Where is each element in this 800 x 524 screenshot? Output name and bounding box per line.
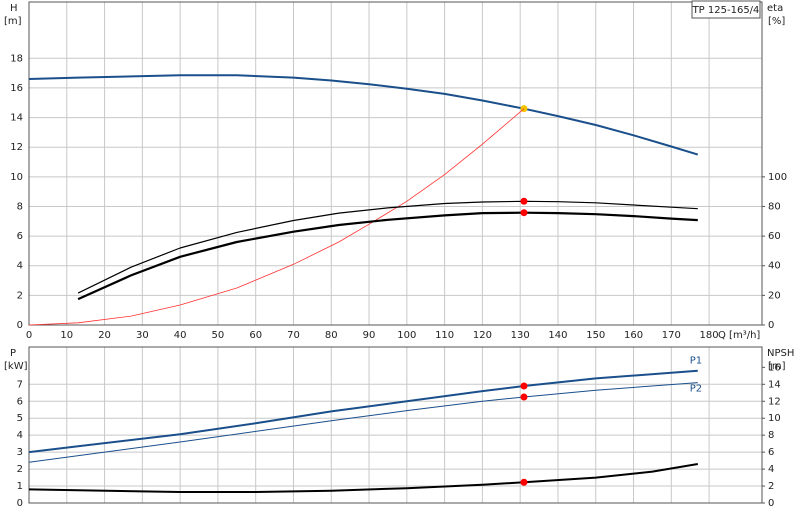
y-tick-label: 2	[17, 464, 23, 475]
curve	[28, 74, 699, 156]
y-tick-label: 0	[17, 498, 23, 509]
x-tick-label: 70	[287, 330, 300, 341]
curve	[77, 200, 698, 294]
y2-tick-label: 16	[768, 362, 781, 373]
x-tick-label: 140	[548, 330, 567, 341]
y-tick-label: 14	[10, 113, 23, 124]
y2-tick-label: 80	[768, 201, 781, 212]
y-tick-label: 3	[17, 447, 23, 458]
y2-axis-label: NPSH	[767, 348, 794, 359]
y2-tick-label: 12	[768, 396, 781, 407]
x-tick-label: 40	[174, 330, 187, 341]
curve-label: P2	[690, 384, 702, 395]
duty-point	[520, 393, 528, 401]
x-tick-label: 20	[98, 330, 111, 341]
curve	[28, 108, 525, 326]
y-tick-label: 6	[17, 396, 23, 407]
y2-axis-unit: [m]	[768, 361, 786, 372]
y2-tick-label: 60	[768, 231, 781, 242]
y-tick-label: 1	[17, 481, 23, 492]
y2-tick-label: 100	[768, 172, 787, 183]
x-tick-label: 100	[397, 330, 416, 341]
x-tick-label: 130	[511, 330, 530, 341]
y-tick-label: 4	[17, 261, 23, 272]
y2-tick-label: 0	[768, 320, 774, 331]
y2-axis-label: eta	[767, 3, 783, 14]
y-tick-label: 5	[17, 413, 23, 424]
y-axis-label: H	[10, 3, 18, 14]
x-tick-label: 60	[249, 330, 262, 341]
y2-tick-label: 10	[768, 413, 781, 424]
x-axis-label: Q [m³/h]	[718, 330, 760, 341]
y-tick-label: 8	[17, 201, 23, 212]
y-tick-label: 16	[10, 83, 23, 94]
y-tick-label: 0	[17, 320, 23, 331]
plot-area	[29, 347, 762, 503]
x-tick-label: 150	[586, 330, 605, 341]
y2-tick-label: 14	[768, 379, 781, 390]
title-box	[691, 0, 761, 19]
y-axis-unit: [m]	[4, 16, 22, 27]
y2-tick-label: 2	[768, 481, 774, 492]
y-tick-label: 6	[17, 231, 23, 242]
chart-title: TP 125-165/4	[692, 5, 760, 16]
x-tick-label: 180	[700, 330, 719, 341]
curve-label: P1	[690, 356, 702, 367]
duty-point	[520, 209, 528, 217]
duty-point	[520, 478, 528, 486]
y2-tick-label: 40	[768, 261, 781, 272]
duty-point	[520, 197, 528, 205]
y2-tick-label: 20	[768, 290, 781, 301]
y2-tick-label: 6	[768, 447, 774, 458]
y-axis-label: P	[10, 348, 16, 359]
plot-frame	[28, 346, 763, 504]
y-tick-label: 2	[17, 290, 23, 301]
x-tick-label: 10	[60, 330, 73, 341]
y-tick-label: 10	[10, 172, 23, 183]
x-tick-label: 0	[26, 330, 32, 341]
y2-tick-label: 4	[768, 464, 774, 475]
curve	[28, 382, 698, 463]
y-tick-label: 12	[10, 142, 23, 153]
curve	[77, 211, 698, 301]
y2-axis-unit: [%]	[768, 16, 785, 27]
curve	[28, 369, 698, 454]
y-tick-label: 7	[17, 379, 23, 390]
y2-tick-label: 8	[768, 430, 774, 441]
x-tick-label: 120	[473, 330, 492, 341]
duty-point	[520, 382, 528, 390]
plot-area	[29, 2, 762, 325]
x-tick-label: 80	[325, 330, 338, 341]
plot-frame	[28, 1, 763, 326]
y2-tick-label: 0	[768, 498, 774, 509]
x-tick-label: 90	[363, 330, 376, 341]
x-tick-label: 170	[662, 330, 681, 341]
x-tick-label: 30	[136, 330, 149, 341]
y-tick-label: 4	[17, 430, 23, 441]
curve	[28, 463, 698, 493]
x-tick-label: 50	[212, 330, 225, 341]
x-tick-label: 110	[435, 330, 454, 341]
x-tick-label: 160	[624, 330, 643, 341]
y-tick-label: 18	[10, 53, 23, 64]
y-axis-unit: [kW]	[4, 361, 28, 372]
